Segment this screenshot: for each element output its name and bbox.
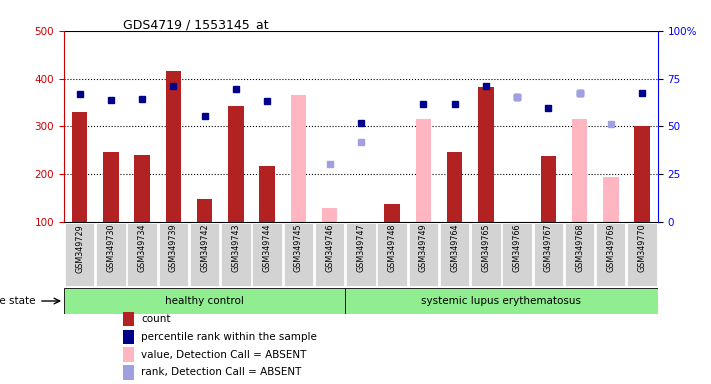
Text: GDS4719 / 1553145_at: GDS4719 / 1553145_at — [124, 18, 269, 31]
FancyBboxPatch shape — [627, 223, 657, 286]
Bar — [540, 156, 556, 222]
Bar — [447, 152, 462, 222]
Bar — [478, 100, 493, 222]
FancyBboxPatch shape — [221, 223, 250, 286]
Bar — [572, 119, 587, 222]
Text: systemic lupus erythematosus: systemic lupus erythematosus — [422, 296, 582, 306]
Bar — [134, 155, 150, 222]
Text: GSM349742: GSM349742 — [200, 224, 209, 273]
Bar — [124, 347, 134, 362]
Text: GSM349747: GSM349747 — [356, 224, 365, 273]
FancyBboxPatch shape — [409, 223, 438, 286]
Text: value, Detection Call = ABSENT: value, Detection Call = ABSENT — [141, 349, 306, 359]
Bar — [124, 312, 134, 326]
FancyBboxPatch shape — [315, 223, 344, 286]
Bar — [478, 87, 493, 222]
Bar — [197, 199, 213, 222]
Bar — [103, 152, 119, 222]
FancyBboxPatch shape — [440, 223, 469, 286]
FancyBboxPatch shape — [596, 223, 626, 286]
Text: GSM349749: GSM349749 — [419, 224, 428, 273]
Bar — [260, 166, 275, 222]
Bar — [124, 365, 134, 379]
Text: GSM349768: GSM349768 — [575, 224, 584, 272]
FancyBboxPatch shape — [284, 223, 313, 286]
Bar — [346, 288, 658, 314]
FancyBboxPatch shape — [127, 223, 157, 286]
FancyBboxPatch shape — [252, 223, 282, 286]
Text: GSM349769: GSM349769 — [606, 224, 615, 273]
Text: count: count — [141, 314, 171, 324]
FancyBboxPatch shape — [534, 223, 563, 286]
Bar — [72, 112, 87, 222]
Bar — [634, 126, 650, 222]
FancyBboxPatch shape — [65, 223, 95, 286]
Text: GSM349767: GSM349767 — [544, 224, 553, 273]
Bar — [415, 119, 431, 222]
Text: GSM349730: GSM349730 — [107, 224, 115, 272]
Bar — [228, 106, 244, 222]
Bar — [64, 288, 346, 314]
FancyBboxPatch shape — [346, 223, 375, 286]
Text: disease state: disease state — [0, 296, 36, 306]
Text: GSM349745: GSM349745 — [294, 224, 303, 273]
Text: GSM349766: GSM349766 — [513, 224, 522, 272]
Text: GSM349764: GSM349764 — [450, 224, 459, 272]
Text: percentile rank within the sample: percentile rank within the sample — [141, 332, 317, 342]
Bar — [291, 95, 306, 222]
Text: GSM349739: GSM349739 — [169, 224, 178, 273]
FancyBboxPatch shape — [471, 223, 501, 286]
Text: healthy control: healthy control — [165, 296, 244, 306]
FancyBboxPatch shape — [190, 223, 219, 286]
FancyBboxPatch shape — [565, 223, 594, 286]
Text: GSM349765: GSM349765 — [481, 224, 491, 273]
Bar — [603, 177, 619, 222]
FancyBboxPatch shape — [503, 223, 532, 286]
Bar — [322, 207, 338, 222]
Text: GSM349770: GSM349770 — [638, 224, 646, 273]
Bar — [124, 329, 134, 344]
Text: GSM349743: GSM349743 — [231, 224, 240, 272]
FancyBboxPatch shape — [378, 223, 407, 286]
Bar — [384, 204, 400, 222]
Text: rank, Detection Call = ABSENT: rank, Detection Call = ABSENT — [141, 367, 301, 377]
Text: GSM349729: GSM349729 — [75, 224, 84, 273]
FancyBboxPatch shape — [96, 223, 126, 286]
Bar — [166, 71, 181, 222]
FancyBboxPatch shape — [159, 223, 188, 286]
Text: GSM349746: GSM349746 — [325, 224, 334, 272]
Text: GSM349734: GSM349734 — [138, 224, 146, 272]
Text: GSM349748: GSM349748 — [387, 224, 397, 272]
Text: GSM349744: GSM349744 — [262, 224, 272, 272]
